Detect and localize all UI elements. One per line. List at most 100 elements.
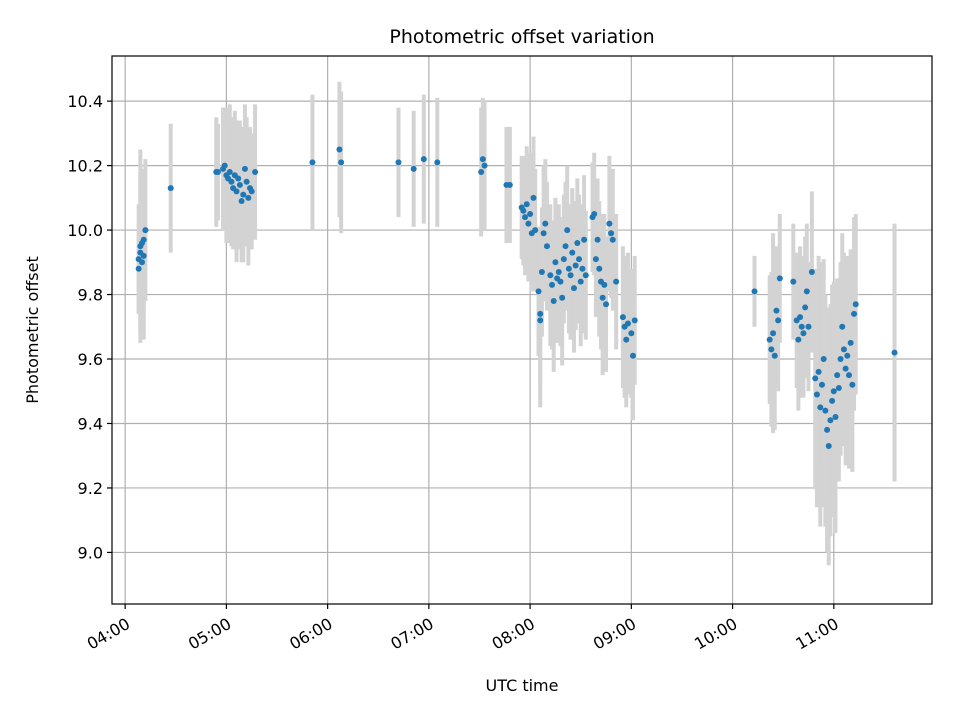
data-point bbox=[847, 339, 854, 346]
data-point bbox=[839, 323, 846, 330]
y-tick-label: 9.0 bbox=[78, 543, 103, 562]
data-point bbox=[609, 236, 616, 243]
data-point bbox=[766, 336, 773, 343]
data-point bbox=[813, 391, 820, 398]
data-point bbox=[591, 210, 598, 217]
data-point bbox=[770, 330, 777, 337]
data-point bbox=[135, 265, 142, 272]
data-point bbox=[523, 201, 530, 208]
data-point bbox=[543, 243, 550, 250]
y-tick-label: 9.4 bbox=[78, 414, 103, 433]
data-point bbox=[592, 256, 599, 263]
data-point bbox=[532, 227, 539, 234]
y-tick-label: 9.8 bbox=[78, 286, 103, 305]
x-axis-label: UTC time bbox=[486, 676, 559, 695]
data-point bbox=[537, 310, 544, 317]
data-point bbox=[238, 198, 245, 205]
chart-title: Photometric offset variation bbox=[389, 26, 654, 48]
data-point bbox=[579, 265, 586, 272]
data-point bbox=[802, 304, 809, 311]
data-point bbox=[574, 239, 581, 246]
data-point bbox=[798, 323, 805, 330]
data-point bbox=[395, 159, 402, 166]
data-point bbox=[140, 236, 147, 243]
y-tick-label: 9.2 bbox=[78, 479, 103, 498]
data-point bbox=[817, 404, 824, 411]
data-point bbox=[434, 159, 441, 166]
data-point bbox=[800, 330, 807, 337]
data-point bbox=[252, 169, 259, 176]
data-point bbox=[420, 156, 427, 163]
data-point bbox=[309, 159, 316, 166]
data-point bbox=[142, 227, 149, 234]
data-point bbox=[226, 169, 233, 176]
data-point bbox=[542, 220, 549, 227]
data-point bbox=[631, 317, 638, 324]
data-point bbox=[613, 278, 620, 285]
data-point bbox=[525, 220, 532, 227]
plot-frame bbox=[111, 55, 933, 605]
data-point bbox=[808, 268, 815, 275]
data-point bbox=[549, 281, 556, 288]
data-point bbox=[824, 426, 831, 433]
data-point bbox=[797, 314, 804, 321]
data-point bbox=[630, 352, 637, 359]
data-point bbox=[569, 249, 576, 256]
data-point bbox=[594, 236, 601, 243]
data-point bbox=[829, 397, 836, 404]
data-point bbox=[565, 265, 572, 272]
data-point bbox=[564, 227, 571, 234]
data-point bbox=[478, 169, 485, 176]
data-point bbox=[235, 175, 242, 182]
data-point bbox=[601, 281, 608, 288]
data-point bbox=[771, 352, 778, 359]
data-point bbox=[410, 165, 417, 172]
data-point bbox=[506, 181, 513, 188]
data-point bbox=[773, 307, 780, 314]
data-point bbox=[623, 336, 630, 343]
data-point bbox=[535, 288, 542, 295]
data-point bbox=[336, 146, 343, 153]
data-point bbox=[849, 381, 856, 388]
data-point bbox=[835, 385, 842, 392]
data-point bbox=[537, 317, 544, 324]
y-tick-label: 10.4 bbox=[67, 92, 103, 111]
data-point bbox=[243, 178, 250, 185]
data-point bbox=[557, 278, 564, 285]
y-tick-label: 9.6 bbox=[78, 350, 103, 369]
y-tick-label: 10.0 bbox=[67, 221, 103, 240]
data-point bbox=[555, 268, 562, 275]
data-point bbox=[776, 275, 783, 282]
data-point bbox=[530, 194, 537, 201]
data-point bbox=[481, 162, 488, 169]
data-point bbox=[538, 268, 545, 275]
data-point bbox=[228, 178, 235, 185]
data-point bbox=[233, 188, 240, 195]
data-point bbox=[852, 301, 859, 308]
data-point bbox=[582, 272, 589, 279]
data-point bbox=[830, 388, 837, 395]
data-point bbox=[837, 356, 844, 363]
point-layer bbox=[135, 146, 898, 450]
data-point bbox=[338, 159, 345, 166]
data-point bbox=[790, 278, 797, 285]
data-point bbox=[576, 256, 583, 263]
data-point bbox=[221, 162, 228, 169]
data-point bbox=[214, 169, 221, 176]
data-point bbox=[832, 414, 839, 421]
data-point bbox=[567, 272, 574, 279]
data-point bbox=[560, 256, 567, 263]
data-point bbox=[768, 346, 775, 353]
data-point bbox=[570, 285, 577, 292]
data-point bbox=[522, 214, 529, 221]
data-point bbox=[139, 259, 146, 266]
data-point bbox=[805, 323, 812, 330]
data-point bbox=[603, 301, 610, 308]
data-point bbox=[815, 368, 822, 375]
data-point bbox=[818, 381, 825, 388]
data-point bbox=[527, 210, 534, 217]
data-point bbox=[820, 356, 827, 363]
data-point bbox=[608, 230, 615, 237]
data-point bbox=[844, 352, 851, 359]
